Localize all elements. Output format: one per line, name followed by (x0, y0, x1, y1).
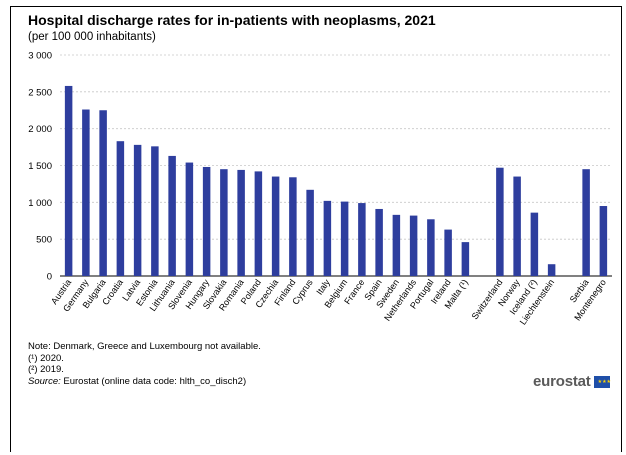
bar (64, 85, 73, 276)
y-tick-label: 500 (36, 235, 52, 246)
bar (409, 215, 418, 276)
bar (306, 189, 314, 276)
bar (444, 229, 452, 276)
bar (237, 169, 245, 276)
bar (375, 208, 383, 276)
bar (82, 109, 90, 276)
bar (220, 169, 228, 276)
bar (427, 219, 435, 276)
footnote-2: (²) 2019. (28, 364, 64, 375)
source-text: Eurostat (online data code: hlth_co_disc… (60, 375, 247, 387)
eu-flag-icon: ★★★ (593, 375, 611, 388)
bar (133, 144, 142, 276)
bar (323, 200, 332, 276)
y-tick-label: 3 000 (28, 51, 52, 62)
bar (168, 155, 176, 276)
bar (530, 212, 539, 276)
source-line: Source: Eurostat (online data code: hlth… (28, 376, 261, 388)
y-tick-label: 2 000 (28, 124, 52, 135)
y-tick-label: 1 000 (28, 198, 52, 209)
bar (599, 206, 608, 276)
bar (461, 242, 470, 276)
bar (547, 264, 556, 276)
bar (582, 169, 590, 276)
bar (513, 176, 521, 276)
bar (151, 146, 159, 276)
bar (185, 162, 194, 276)
note-line: Note: Denmark, Greece and Luxembourg not… (28, 341, 261, 352)
bar (271, 176, 280, 276)
bar (289, 177, 297, 276)
chart-subtitle: (per 100 000 inhabitants) (28, 31, 156, 43)
bar (358, 203, 366, 276)
footnote-1: (¹) 2020. (28, 352, 64, 364)
chart-title: Hospital discharge rates for in-patients… (28, 12, 436, 28)
chart-frame (10, 6, 622, 452)
y-tick-label: 1 500 (28, 161, 52, 172)
bar (496, 167, 504, 276)
bar (202, 166, 211, 276)
bar (116, 141, 125, 276)
chart-notes: Note: Denmark, Greece and Luxembourg not… (28, 341, 261, 387)
logo-text: eurostat (533, 373, 591, 390)
y-tick-label: 0 (47, 272, 52, 283)
source-label: Source: (28, 375, 61, 387)
eurostat-logo: eurostat ★★★ (533, 373, 611, 390)
bar (254, 171, 263, 276)
y-tick-label: 2 500 (28, 87, 52, 98)
bar (340, 201, 349, 276)
bar (392, 214, 401, 276)
bar (99, 110, 107, 276)
